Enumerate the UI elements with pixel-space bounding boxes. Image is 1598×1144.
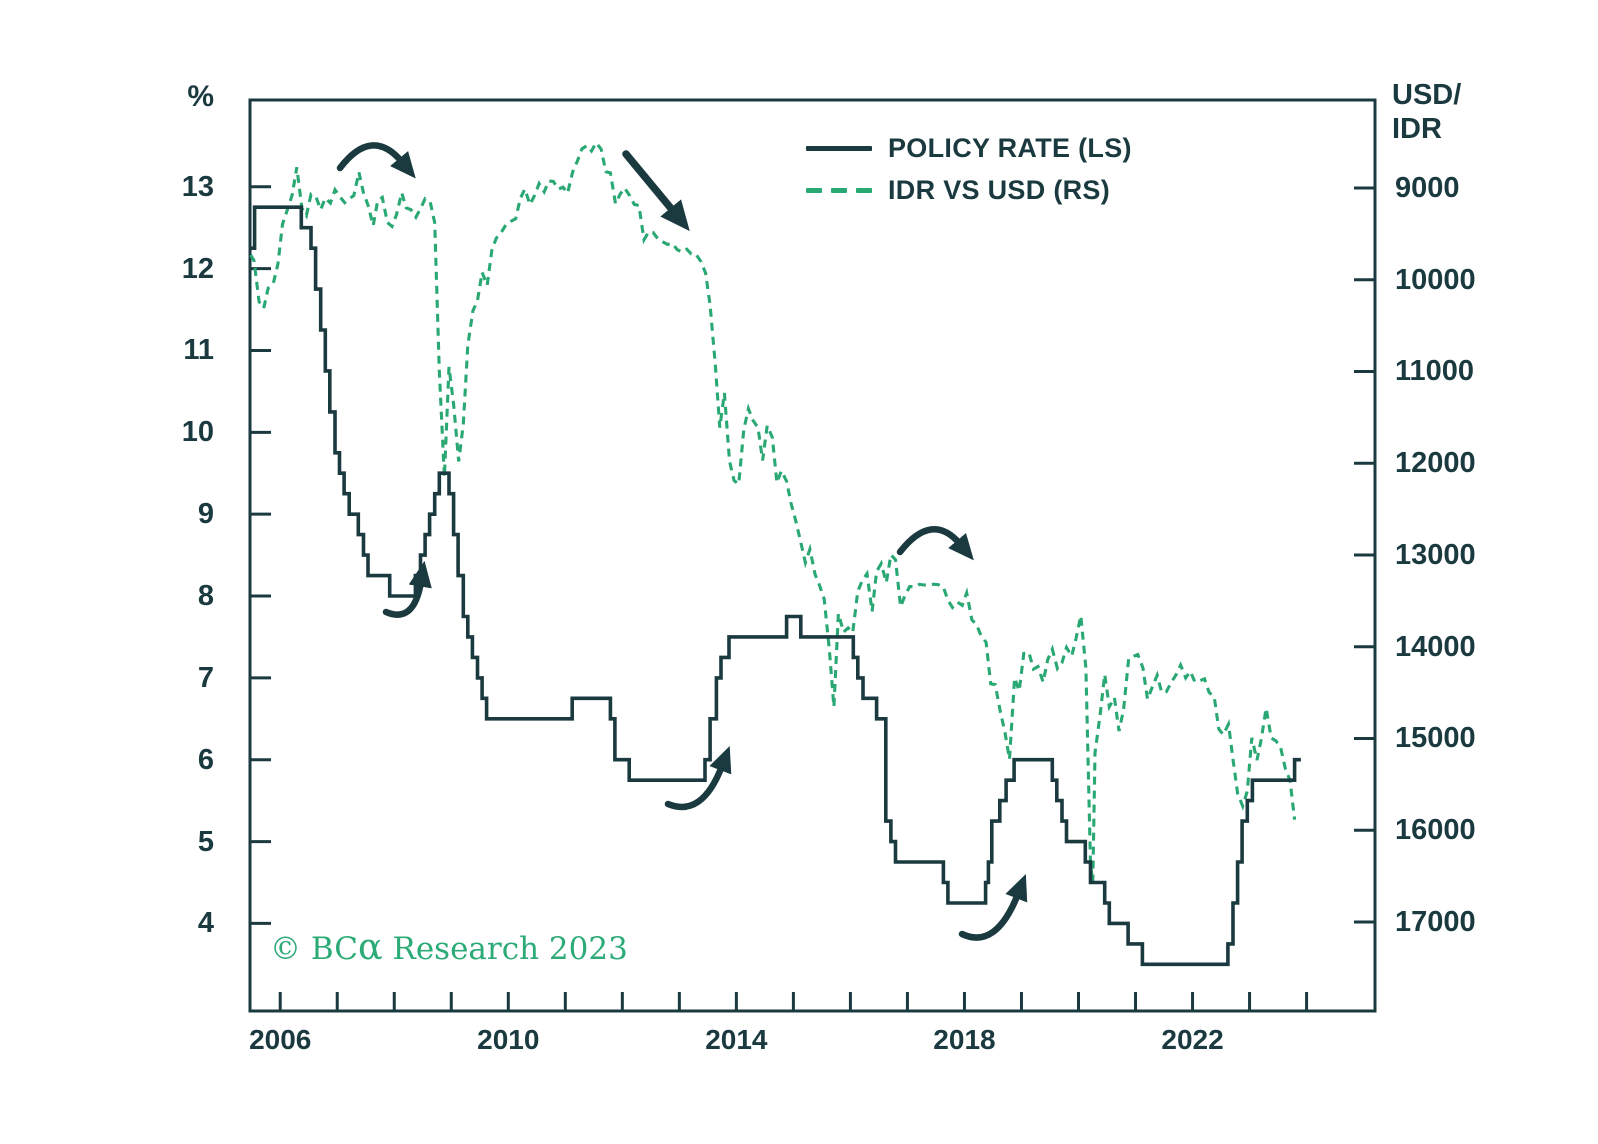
arrow-up-2013-icon <box>664 745 732 811</box>
y-right-tick-label: 15000 <box>1395 722 1476 755</box>
y-left-tick-label: 7 <box>197 661 214 694</box>
y-right-tick-label: 17000 <box>1395 906 1476 938</box>
x-tick-label: 2014 <box>705 1024 768 1055</box>
x-tick-label: 2010 <box>477 1024 540 1055</box>
policy-rate-line <box>250 205 1301 967</box>
legend-item-policy-rate: POLICY RATE (LS) <box>806 127 1132 169</box>
y-right-tick-label: 13000 <box>1395 538 1476 571</box>
right-axis-title: USD/ IDR <box>1392 78 1461 146</box>
copyright: © BCα Research 2023 <box>270 925 628 968</box>
y-right-tick-label: 12000 <box>1395 447 1476 480</box>
x-tick-label: 2018 <box>933 1024 996 1055</box>
legend-label-policy-rate: POLICY RATE (LS) <box>888 132 1132 163</box>
y-left-tick-label: 13 <box>181 170 214 203</box>
y-left-tick-label: 12 <box>181 252 214 285</box>
x-tick-label: 2006 <box>249 1024 312 1055</box>
arrow-up-2008-icon <box>382 560 432 618</box>
y-left-tick-label: 8 <box>197 580 214 613</box>
right-axis-title-line2: IDR <box>1392 113 1442 145</box>
y-right-tick-label: 16000 <box>1395 814 1476 847</box>
x-tick-label: 2022 <box>1161 1024 1224 1055</box>
arrow-down-2016-icon <box>896 526 974 561</box>
arrow-down-2006-icon <box>336 142 416 179</box>
legend-item-idr-usd: IDR VS USD (RS) <box>806 169 1132 211</box>
y-right-tick-label: 10000 <box>1395 263 1476 296</box>
right-axis-title-line1: USD/ <box>1392 79 1462 111</box>
y-right-tick-label: 14000 <box>1395 630 1476 663</box>
y-left-tick-label: 10 <box>181 416 214 449</box>
copyright-prefix: © BC <box>270 931 358 967</box>
y-left-tick-label: 9 <box>197 498 214 531</box>
y-right-tick-label: 9000 <box>1395 171 1460 204</box>
idr-usd-line <box>249 140 1297 884</box>
y-left-tick-label: 11 <box>183 334 214 367</box>
arrow-down-2012-icon <box>622 150 690 232</box>
y-left-tick-label: 5 <box>197 825 214 858</box>
left-axis-title: % <box>187 80 214 113</box>
arrow-up-2018-icon <box>958 874 1028 941</box>
legend: POLICY RATE (LS) IDR VS USD (RS) <box>806 127 1132 211</box>
y-left-tick-label: 6 <box>197 743 214 776</box>
copyright-suffix: Research 2023 <box>382 931 628 967</box>
copyright-alpha: α <box>357 925 383 968</box>
y-right-tick-label: 11000 <box>1395 355 1475 388</box>
legend-label-idr-usd: IDR VS USD (RS) <box>888 174 1111 205</box>
dashed-line-swatch <box>806 187 872 193</box>
y-left-tick-label: 4 <box>197 907 214 940</box>
solid-line-swatch <box>806 145 872 151</box>
